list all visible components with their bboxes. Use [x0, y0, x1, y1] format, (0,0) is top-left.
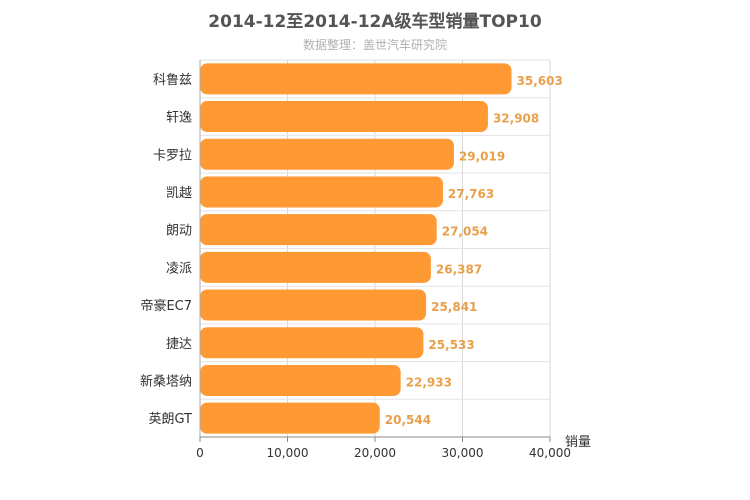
- bar: [200, 327, 424, 359]
- data-label: 32,908: [493, 112, 539, 126]
- chart-subtitle: 数据整理：盖世汽车研究院: [302, 38, 447, 52]
- x-tick-label: 40,000: [529, 446, 571, 460]
- category-label: 凯越: [166, 186, 192, 201]
- bar: [200, 176, 443, 208]
- x-tick-label: 30,000: [442, 446, 484, 460]
- bar: [200, 63, 512, 95]
- category-label: 新桑塔纳: [140, 373, 192, 389]
- data-label: 25,533: [428, 338, 474, 352]
- data-label: 20,544: [385, 413, 431, 427]
- data-label: 35,603: [517, 74, 563, 88]
- bar: [200, 364, 401, 396]
- bar: [200, 251, 431, 283]
- x-axis-title: 销量: [565, 435, 591, 450]
- x-tick-label: 10,000: [267, 446, 309, 460]
- bar: [200, 402, 380, 434]
- category-label: 捷达: [166, 337, 192, 352]
- category-label: 轩逸: [166, 111, 192, 126]
- category-label: 朗动: [166, 224, 192, 239]
- category-label: 帝豪EC7: [140, 298, 192, 314]
- category-label: 卡罗拉: [153, 148, 192, 163]
- data-label: 29,019: [459, 149, 505, 163]
- bar: [200, 101, 488, 133]
- x-tick-label: 20,000: [354, 446, 396, 460]
- data-label: 27,763: [448, 187, 494, 201]
- data-label: 26,387: [436, 262, 482, 276]
- category-label: 英朗GT: [148, 412, 192, 427]
- x-tick-label: 0: [196, 446, 204, 460]
- data-label: 22,933: [406, 375, 452, 389]
- bar: [200, 289, 427, 321]
- category-label: 科鲁兹: [153, 73, 192, 88]
- bar: [200, 138, 454, 170]
- chart-title: 2014-12至2014-12A级车型销量TOP10: [208, 12, 542, 32]
- category-label: 凌派: [166, 261, 192, 276]
- data-label: 27,054: [442, 225, 488, 239]
- data-label: 25,841: [431, 300, 477, 314]
- bar: [200, 214, 437, 246]
